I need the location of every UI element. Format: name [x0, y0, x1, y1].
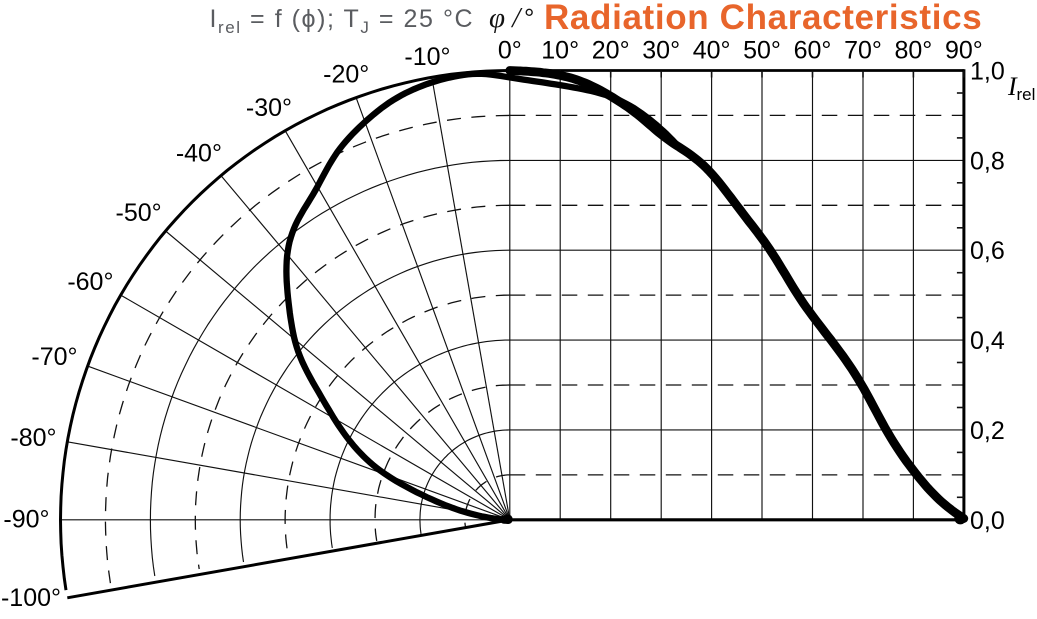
svg-text:0,0: 0,0: [970, 507, 1005, 535]
svg-text:20°: 20°: [592, 37, 630, 65]
svg-text:50°: 50°: [743, 37, 781, 65]
svg-text:I: I: [1007, 72, 1018, 101]
svg-text:70°: 70°: [844, 37, 882, 65]
svg-text:-80°: -80°: [10, 424, 56, 452]
svg-text:10°: 10°: [541, 37, 579, 65]
svg-text:-90°: -90°: [3, 506, 49, 534]
svg-text:0,2: 0,2: [970, 417, 1005, 445]
svg-text:-20°: -20°: [323, 61, 369, 89]
svg-text:-70°: -70°: [31, 343, 77, 371]
svg-text:°: °: [524, 3, 534, 33]
svg-text:0,8: 0,8: [970, 147, 1005, 175]
svg-text:1,0: 1,0: [970, 58, 1005, 86]
svg-text:Radiation Characteristics: Radiation Characteristics: [544, 0, 982, 37]
svg-text:60°: 60°: [794, 37, 832, 65]
svg-text:-60°: -60°: [67, 268, 113, 296]
svg-text:0,4: 0,4: [970, 327, 1005, 355]
svg-text:-30°: -30°: [246, 94, 292, 122]
svg-text:0°: 0°: [498, 37, 522, 65]
svg-text:-50°: -50°: [116, 199, 162, 227]
svg-text:Irel = f (ϕ); TJ = 25 °C: Irel = f (ϕ); TJ = 25 °C: [210, 5, 475, 37]
svg-text:rel: rel: [1017, 85, 1036, 104]
svg-text:φ /: φ /: [489, 2, 523, 34]
svg-text:-40°: -40°: [176, 140, 222, 168]
svg-text:-100°: -100°: [1, 584, 61, 612]
svg-text:0,6: 0,6: [970, 237, 1005, 265]
svg-text:30°: 30°: [642, 37, 680, 65]
svg-text:90°: 90°: [945, 37, 983, 65]
svg-text:40°: 40°: [693, 37, 731, 65]
svg-text:80°: 80°: [894, 37, 932, 65]
svg-text:-10°: -10°: [404, 43, 450, 71]
